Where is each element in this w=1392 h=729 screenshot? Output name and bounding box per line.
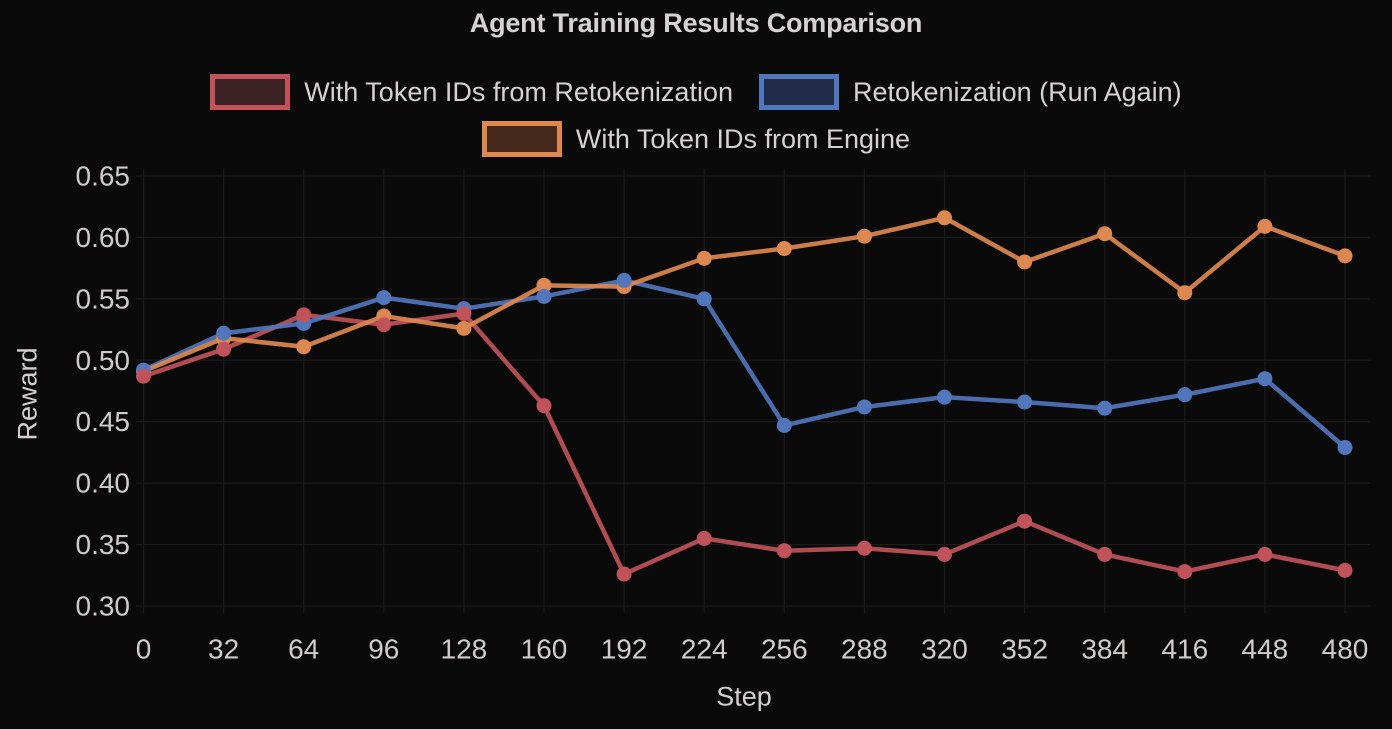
x-tick-label: 352	[1001, 634, 1048, 665]
data-point-series-0	[1257, 546, 1273, 562]
data-point-series-1	[1017, 394, 1033, 410]
data-point-series-1	[616, 272, 632, 288]
data-point-series-0	[776, 543, 792, 559]
data-point-series-2	[1337, 248, 1353, 264]
data-point-series-1	[376, 290, 392, 306]
y-tick-label: 0.30	[76, 591, 131, 622]
data-point-series-0	[136, 368, 151, 384]
data-point-series-1	[1257, 371, 1273, 387]
x-tick-label: 448	[1242, 634, 1289, 665]
data-point-series-0	[456, 306, 472, 322]
data-point-series-2	[856, 228, 872, 244]
data-point-series-0	[376, 317, 392, 333]
y-tick-label: 0.60	[76, 222, 131, 253]
data-point-series-1	[776, 417, 792, 433]
data-point-series-2	[696, 250, 712, 266]
data-point-series-2	[296, 339, 312, 355]
x-tick-label: 224	[681, 634, 728, 665]
y-tick-label: 0.50	[76, 345, 131, 376]
x-axis-label: Step	[716, 681, 772, 712]
data-point-series-1	[1337, 440, 1353, 456]
data-point-series-2	[1097, 226, 1113, 242]
data-point-series-0	[696, 530, 712, 546]
data-point-series-1	[1177, 387, 1193, 403]
data-point-series-2	[1257, 218, 1273, 234]
x-tick-label: 192	[601, 634, 648, 665]
x-tick-label: 256	[761, 634, 808, 665]
data-point-series-0	[1017, 513, 1033, 529]
data-point-series-1	[856, 399, 872, 415]
y-tick-label: 0.55	[76, 283, 131, 314]
y-tick-label: 0.40	[76, 468, 131, 499]
legend-row: With Token IDs from Engine	[481, 121, 911, 157]
x-tick-label: 384	[1081, 634, 1128, 665]
series-line-2	[141, 215, 1348, 374]
x-tick-label: 96	[368, 634, 399, 665]
series-line-0	[141, 311, 1348, 577]
data-point-series-2	[536, 277, 552, 293]
y-tick-label: 0.45	[76, 406, 131, 437]
x-tick-label: 32	[208, 634, 239, 665]
x-tick-label: 128	[441, 634, 488, 665]
legend-item-2: With Token IDs from Engine	[481, 121, 911, 157]
legend-swatch-2	[481, 121, 562, 157]
data-point-series-0	[536, 398, 552, 414]
x-tick-label: 480	[1322, 634, 1369, 665]
data-point-series-0	[616, 566, 632, 582]
chart-legend: With Token IDs from Retokenization Retoke…	[0, 74, 1392, 157]
legend-item-0: With Token IDs from Retokenization	[210, 74, 733, 110]
y-tick-label: 0.65	[76, 161, 131, 192]
x-tick-label: 0	[136, 634, 152, 665]
legend-label-2: With Token IDs from Engine	[575, 123, 911, 154]
legend-label-0: With Token IDs from Retokenization	[304, 76, 733, 107]
data-point-series-0	[216, 341, 232, 357]
legend-swatch-1	[758, 74, 839, 110]
data-point-series-0	[1337, 562, 1353, 578]
data-point-series-2	[1177, 285, 1193, 301]
legend-label-1: Retokenization (Run Again)	[852, 76, 1182, 107]
data-point-series-0	[937, 546, 952, 562]
legend-item-1: Retokenization (Run Again)	[758, 74, 1182, 110]
chart-title: Agent Training Results Comparison	[469, 8, 923, 38]
legend-swatch-0	[210, 74, 291, 110]
series-line-1	[141, 278, 1348, 450]
data-point-series-0	[1177, 564, 1193, 580]
data-point-series-0	[856, 540, 872, 556]
x-tick-label: 320	[921, 634, 968, 665]
data-point-series-1	[216, 325, 232, 341]
y-axis-label: Reward	[12, 347, 43, 441]
data-point-series-2	[776, 240, 792, 256]
x-tick-label: 416	[1161, 634, 1208, 665]
data-point-series-0	[1097, 546, 1113, 562]
data-point-series-2	[937, 210, 952, 226]
x-tick-label: 288	[841, 634, 888, 665]
legend-row: With Token IDs from Retokenization Retoke…	[210, 74, 1182, 110]
data-point-series-1	[937, 389, 952, 405]
data-point-series-1	[696, 291, 712, 307]
x-tick-label: 64	[288, 634, 319, 665]
data-point-series-1	[1097, 400, 1113, 416]
data-point-series-0	[296, 307, 312, 323]
data-point-series-2	[456, 320, 472, 336]
data-point-series-1	[536, 288, 552, 304]
y-tick-label: 0.35	[76, 529, 131, 560]
x-tick-label: 160	[521, 634, 568, 665]
data-point-series-2	[1017, 254, 1033, 270]
